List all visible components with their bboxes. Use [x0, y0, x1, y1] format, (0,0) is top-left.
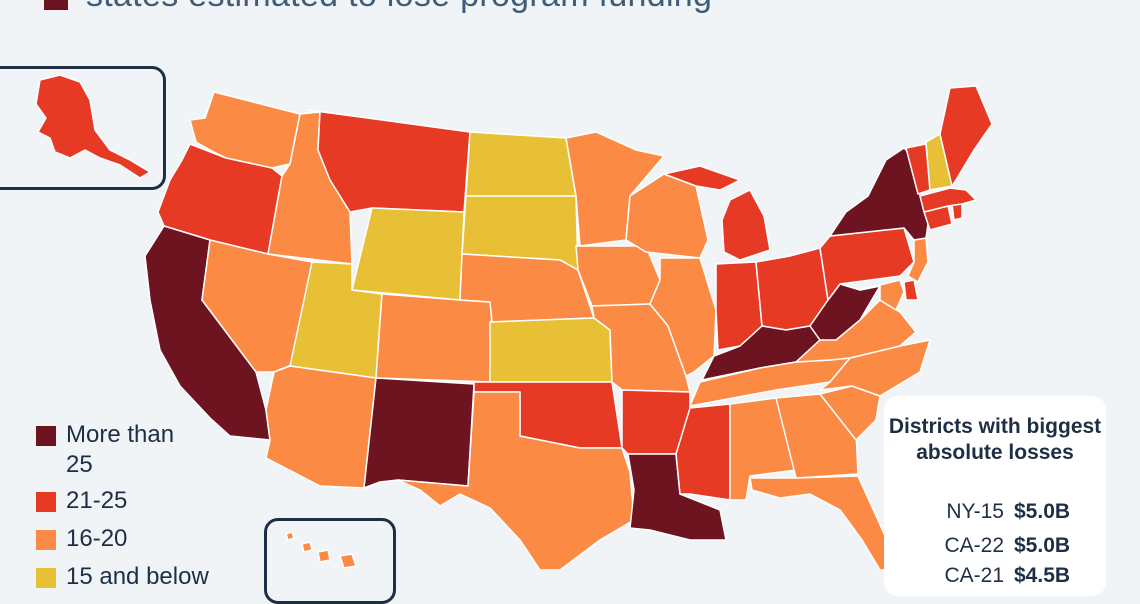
us-map: [35, 74, 993, 570]
legend-swatch: [36, 568, 56, 588]
legend-swatch: [36, 530, 56, 550]
legend: More than 25 21-25 16-20 15 and below: [36, 420, 236, 600]
legend-label: More than 25: [66, 421, 175, 478]
state-me[interactable]: [939, 85, 993, 187]
legend-label: 21-25: [66, 487, 128, 514]
state-co[interactable]: [375, 293, 493, 383]
hawaii-inset-frame: [264, 518, 396, 604]
district-row: NY-15 $5.0B: [884, 500, 1106, 530]
header-text: states estimated to lose program funding: [86, 0, 712, 15]
header-legend-swatch: [44, 0, 68, 10]
alaska-inset-frame: [0, 66, 166, 190]
districts-title: Districts with biggest absolute losses: [888, 415, 1102, 464]
district-row: CA-22 $5.0B: [884, 534, 1106, 564]
state-mi[interactable]: [663, 165, 771, 261]
districts-panel: Districts with biggest absolute losses N…: [884, 396, 1106, 596]
district-row: CA-21 $4.5B: [884, 564, 1106, 594]
header: states estimated to lose program funding: [0, 0, 1140, 30]
legend-item: 15 and below: [36, 562, 236, 600]
district-value: $5.0B: [1014, 500, 1071, 523]
district-value: $5.0B: [1014, 534, 1071, 557]
state-il[interactable]: [649, 257, 717, 377]
legend-label: 16-20: [66, 525, 128, 552]
state-fl[interactable]: [749, 475, 901, 570]
state-az[interactable]: [265, 365, 377, 489]
legend-swatch: [36, 492, 56, 512]
district-name: NY-15: [946, 500, 1004, 523]
legend-swatch: [36, 426, 56, 446]
state-ia[interactable]: [575, 245, 661, 307]
state-va[interactable]: [795, 299, 917, 363]
state-nm[interactable]: [363, 377, 475, 489]
state-wy[interactable]: [351, 207, 465, 301]
legend-item: More than 25: [36, 420, 236, 480]
legend-item: 21-25: [36, 486, 236, 524]
state-de[interactable]: [903, 279, 919, 301]
district-value: $4.5B: [1014, 564, 1071, 587]
district-name: CA-22: [944, 534, 1004, 557]
state-nd[interactable]: [465, 131, 577, 197]
legend-item: 16-20: [36, 524, 236, 562]
state-ri[interactable]: [951, 203, 963, 221]
state-ks[interactable]: [489, 317, 613, 383]
state-tx[interactable]: [397, 391, 635, 570]
state-hi[interactable]: [285, 531, 357, 569]
district-name: CA-21: [944, 564, 1004, 587]
state-md[interactable]: [859, 279, 905, 311]
legend-label: 15 and below: [66, 563, 209, 590]
state-ma[interactable]: [919, 187, 977, 213]
state-ak[interactable]: [35, 74, 151, 179]
